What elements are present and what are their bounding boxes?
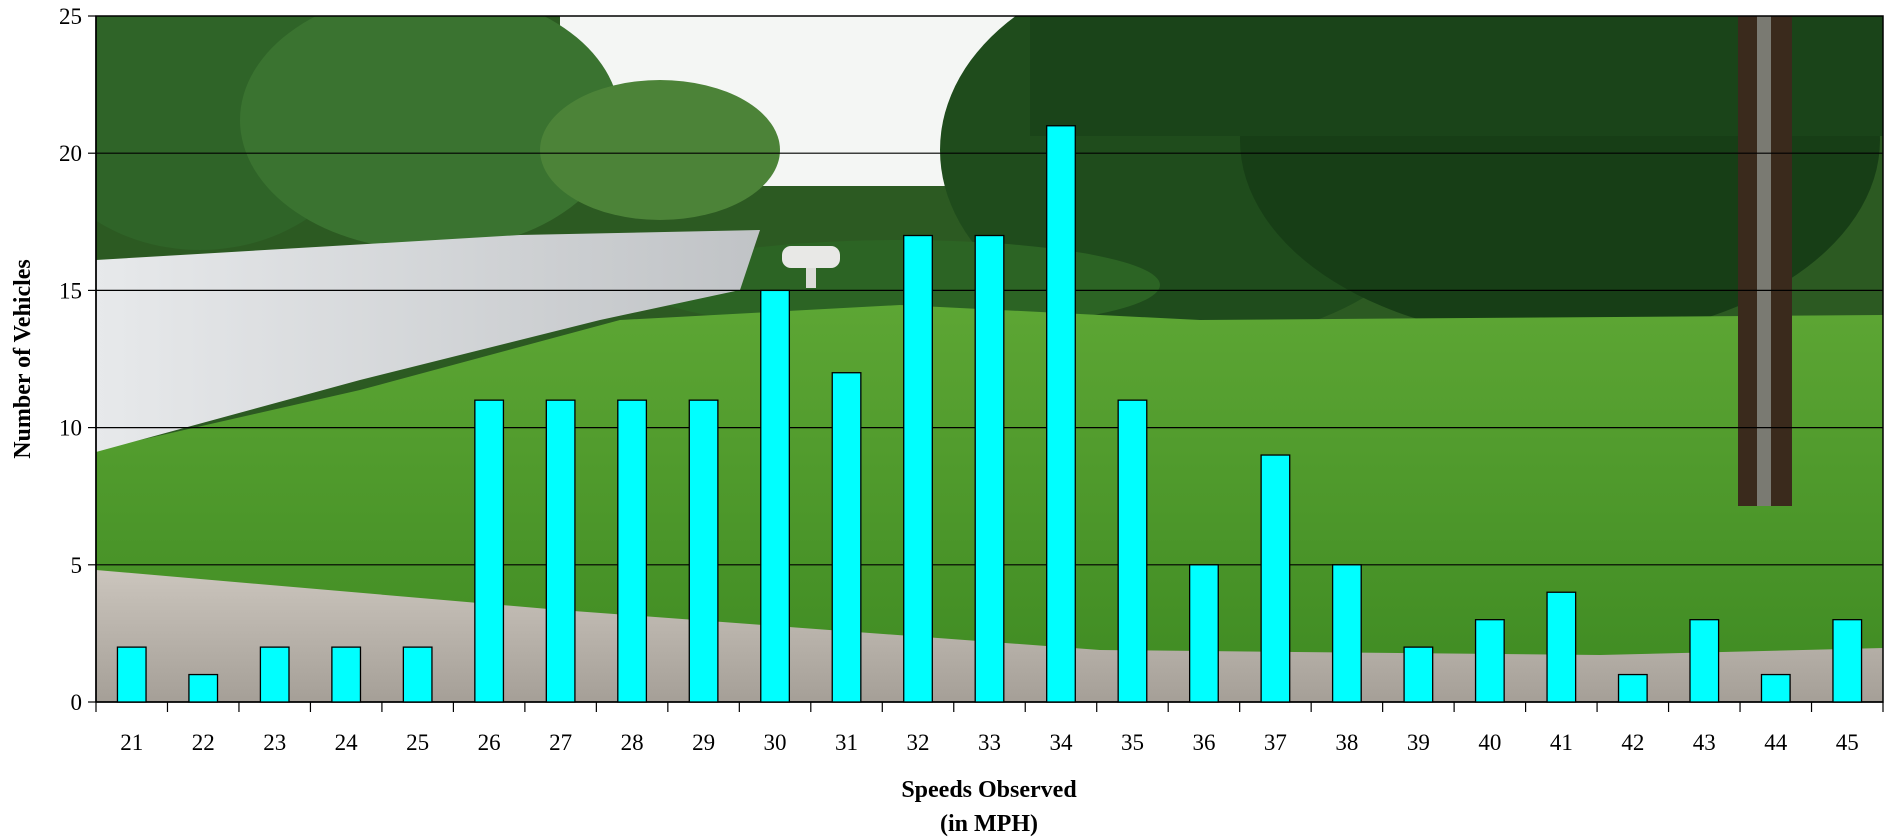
street-photo-background	[96, 16, 1883, 702]
x-axis-title-line2: (in MPH)	[940, 811, 1038, 837]
x-tick-label-37: 37	[1264, 730, 1287, 755]
mailbox	[782, 246, 840, 268]
bar-39	[1403, 646, 1434, 703]
x-tick-label-44: 44	[1764, 730, 1788, 755]
x-tick-label-22: 22	[192, 730, 215, 755]
bar-35	[1117, 399, 1148, 703]
x-tick-label-38: 38	[1335, 730, 1358, 755]
x-tick-label-26: 26	[478, 730, 501, 755]
x-tick-label-24: 24	[335, 730, 359, 755]
x-tick-label-36: 36	[1192, 730, 1215, 755]
bar-30	[760, 289, 791, 703]
bar-33	[974, 234, 1005, 703]
bar-40	[1474, 619, 1505, 703]
bar-22	[188, 673, 219, 703]
bar-43	[1689, 619, 1720, 703]
bars	[116, 125, 1863, 703]
bar-27	[545, 399, 576, 703]
y-tick-label-10: 10	[59, 416, 82, 441]
y-tick-label-0: 0	[71, 690, 83, 715]
bar-45	[1832, 619, 1863, 703]
bar-32	[903, 234, 933, 703]
y-tick-label-15: 15	[59, 278, 82, 303]
bar-36	[1188, 564, 1219, 703]
bar-42	[1617, 673, 1648, 703]
x-tick-label-29: 29	[692, 730, 715, 755]
x-tick-label-34: 34	[1049, 730, 1073, 755]
x-tick-label-41: 41	[1550, 730, 1573, 755]
bar-23	[259, 646, 290, 703]
bar-28	[617, 399, 648, 703]
bar-21	[116, 646, 147, 703]
y-tick-label-20: 20	[59, 141, 82, 166]
tree-left-mid	[240, 16, 620, 250]
x-tick-label-30: 30	[764, 730, 787, 755]
x-tick-label-23: 23	[263, 730, 286, 755]
bar-41	[1546, 591, 1577, 703]
x-tick-label-35: 35	[1121, 730, 1144, 755]
x-axis-title-line1: Speeds Observed	[901, 777, 1077, 803]
x-tick-label-43: 43	[1693, 730, 1716, 755]
gravel	[96, 570, 1883, 702]
x-tick-label-28: 28	[621, 730, 644, 755]
x-tick-label-25: 25	[406, 730, 429, 755]
bar-29	[688, 399, 719, 703]
x-tick-label-33: 33	[978, 730, 1001, 755]
x-tick-label-21: 21	[120, 730, 143, 755]
x-tick-label-39: 39	[1407, 730, 1430, 755]
bar-44	[1760, 673, 1791, 703]
bar-38	[1331, 564, 1362, 703]
x-tick-label-45: 45	[1836, 730, 1859, 755]
bar-31	[831, 372, 862, 703]
x-tick-label-27: 27	[549, 730, 572, 755]
bar-26	[474, 399, 505, 703]
x-tick-label-40: 40	[1478, 730, 1501, 755]
x-tick-label-31: 31	[835, 730, 858, 755]
y-axis-title: Number of Vehicles	[10, 259, 36, 459]
bar-25	[402, 646, 433, 703]
y-tick-label-5: 5	[71, 553, 83, 578]
road	[96, 230, 760, 452]
y-tick-label-25: 25	[59, 4, 82, 29]
x-tick-label-32: 32	[907, 730, 930, 755]
bar-34	[1046, 125, 1076, 703]
y-axis-ticks: 0 5 10 15 20 25	[59, 4, 96, 715]
bar-24	[331, 646, 362, 703]
bar-37	[1260, 454, 1291, 703]
x-axis-ticks: 21 22 23 24 25 26 27 28 29 30 31 32 33 34 35 36 37 38 39 40…	[95, 702, 1884, 755]
x-tick-label-42: 42	[1621, 730, 1644, 755]
